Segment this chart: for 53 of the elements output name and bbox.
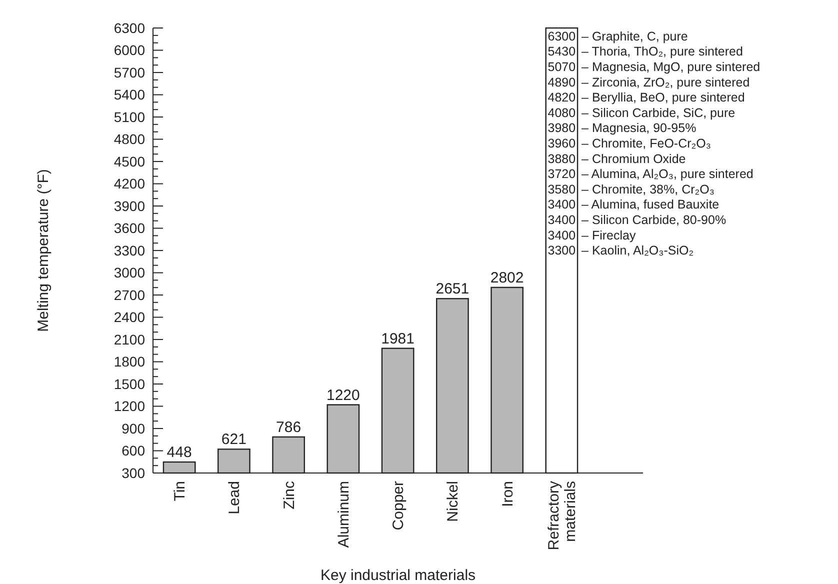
x-tick-label: Nickel (444, 481, 462, 522)
y-tick-label: 6300 (114, 20, 146, 36)
y-tick-label: 2400 (114, 309, 146, 326)
annotation: 3400 – Alumina, fused Bauxite (548, 198, 720, 212)
annotation: 4890 – Zirconia, ZrO₂, pure sintered (548, 75, 750, 90)
y-tick-label: 1800 (114, 354, 146, 370)
annotation: 3580 – Chromite, 38%, Cr₂O₃ (548, 182, 714, 196)
y-tick-label: 3300 (114, 242, 146, 258)
y-tick-label: 5100 (114, 108, 146, 125)
annotation: 3880 – Chromium Oxide (548, 152, 686, 166)
annotation: 5430 – Thoria, ThO₂, pure sintered (548, 44, 744, 59)
data-label: 1981 (381, 330, 414, 348)
y-axis-title: Melting temperature (°F) (35, 169, 52, 332)
annotation: 3980 – Magnesia, 90-95% (548, 121, 696, 136)
annotation: 3400 – Fireclay (548, 228, 636, 242)
y-tick-label: 6000 (114, 42, 146, 58)
y-tick-label: 3000 (114, 264, 146, 281)
data-label: 621 (221, 431, 246, 448)
y-tick-label: 600 (122, 442, 146, 459)
x-tick-label: Refractory materials (546, 480, 580, 550)
y-tick-label: 5700 (114, 64, 146, 80)
y-tick-label: 2100 (114, 331, 146, 348)
y-tick-label: 4200 (114, 176, 146, 192)
annotation: 6300 – Graphite, C, pure (548, 29, 688, 44)
y-tick-label: 1200 (114, 398, 146, 414)
data-label: 448 (166, 444, 192, 462)
x-tick-label: Lead (226, 481, 244, 514)
y-tick-label: 3600 (114, 220, 146, 236)
annotation: 4080 – Silicon Carbide, SiC, pure (548, 106, 736, 120)
x-axis-title: Key industrial materials (320, 567, 476, 584)
x-tick-label: Tin (172, 481, 189, 502)
x-tick-label: Aluminum (335, 481, 352, 548)
y-tick-label: 1500 (114, 376, 146, 392)
annotation: 3960 – Chromite, FeO-Cr₂O₃ (548, 136, 711, 150)
y-tick-label: 4500 (114, 153, 146, 170)
y-tick-label: 300 (122, 464, 146, 481)
data-label: 1220 (326, 386, 360, 404)
y-tick-label: 5400 (114, 86, 146, 103)
annotation: 3720 – Alumina, Al₂O₃, pure sintered (548, 167, 754, 182)
annotation: 3300 – Kaolin, Al₂O₃-SiO₂ (548, 244, 694, 258)
x-tick-label: Iron (499, 481, 516, 507)
annotation: 5070 – Magnesia, MgO, pure sintered (548, 60, 760, 74)
annotation: 3400 – Silicon Carbide, 80-90% (548, 212, 726, 227)
y-tick-label: 2700 (114, 286, 146, 303)
annotation: 4820 – Beryllia, BeO, pure sintered (548, 90, 745, 105)
x-tick-label: Copper (390, 481, 408, 530)
y-tick-label: 3900 (114, 198, 146, 214)
x-tick-label: Zinc (280, 480, 298, 510)
y-tick-label: 900 (122, 420, 146, 436)
y-tick-label: 4800 (114, 131, 146, 148)
data-label: 2651 (436, 280, 470, 298)
data-label: 2802 (490, 269, 524, 286)
data-label: 786 (276, 418, 302, 436)
